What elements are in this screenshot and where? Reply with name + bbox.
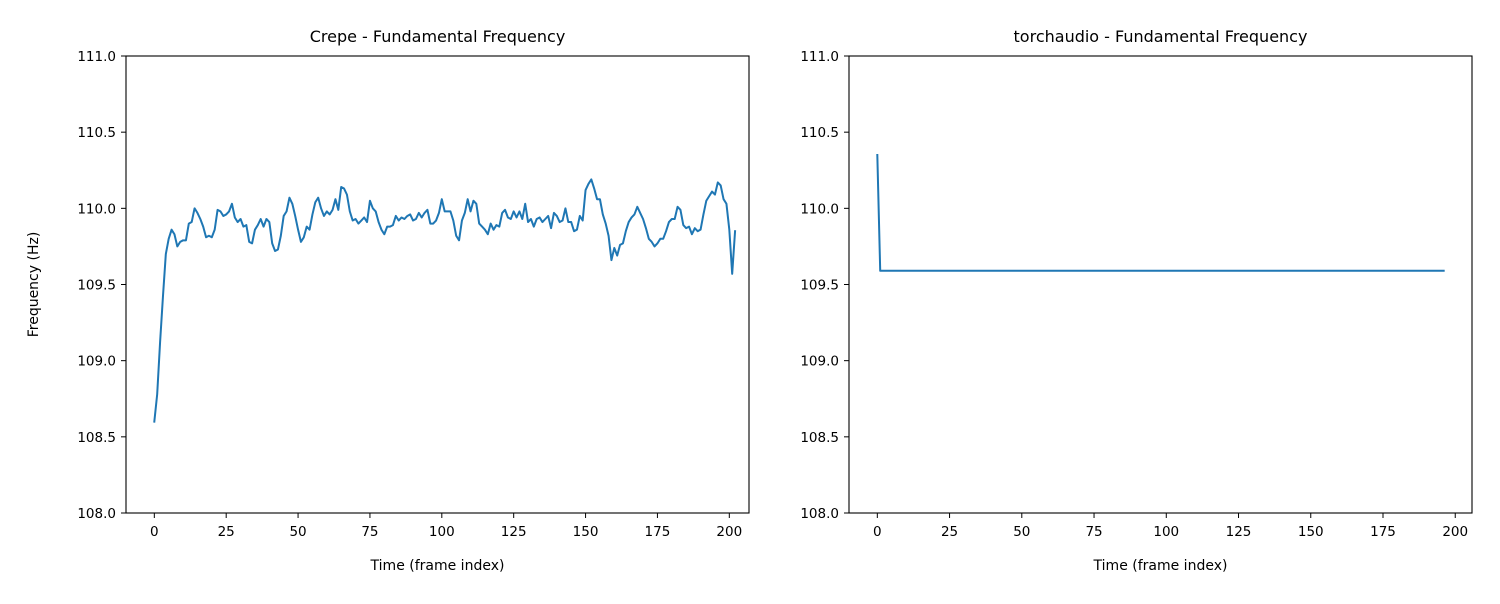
crepe-plot-frame xyxy=(125,55,750,514)
crepe-y-tick-label: 111.0 xyxy=(77,49,116,65)
crepe-chart-title: Crepe - Fundamental Frequency xyxy=(310,27,566,46)
crepe-x-tick-label: 0 xyxy=(150,524,159,540)
torchaudio-plot-frame xyxy=(848,55,1473,514)
torchaudio-chart-title: torchaudio - Fundamental Frequency xyxy=(1014,27,1308,46)
crepe-x-tick-label: 50 xyxy=(289,524,306,540)
torchaudio-y-tick-label: 109.5 xyxy=(800,278,839,294)
torchaudio-x-tick-label: 100 xyxy=(1153,524,1179,540)
torchaudio-y-tick-label: 109.0 xyxy=(800,354,839,370)
torchaudio-y-tick-label: 108.0 xyxy=(800,506,839,522)
torchaudio-x-tick-label: 75 xyxy=(1085,524,1102,540)
torchaudio-y-tick-label: 111.0 xyxy=(800,49,839,65)
crepe-x-axis-label: Time (frame index) xyxy=(370,558,505,574)
torchaudio-x-tick-label: 125 xyxy=(1226,524,1252,540)
torchaudio-x-tick-label: 200 xyxy=(1442,524,1468,540)
crepe-y-tick-label: 108.5 xyxy=(77,430,116,446)
torchaudio-x-tick-label: 175 xyxy=(1370,524,1396,540)
torchaudio-panel: 0 25 50 75 100 125 150 175 200 108.0 108.5 109.0 109… xyxy=(800,27,1473,574)
crepe-series-line xyxy=(153,178,737,423)
crepe-y-tick-label: 108.0 xyxy=(77,506,116,522)
crepe-x-tick-label: 175 xyxy=(645,524,671,540)
torchaudio-x-tick-label: 50 xyxy=(1013,524,1030,540)
torchaudio-x-tick-label: 25 xyxy=(941,524,958,540)
crepe-x-tick-label: 75 xyxy=(361,524,378,540)
crepe-y-tick-label: 109.0 xyxy=(77,354,116,370)
crepe-x-tick-label: 200 xyxy=(716,524,742,540)
torchaudio-series-line xyxy=(876,153,1445,272)
crepe-y-tick-label: 109.5 xyxy=(77,278,116,294)
torchaudio-y-tick-label: 108.5 xyxy=(800,430,839,446)
crepe-x-tick-label: 125 xyxy=(501,524,527,540)
crepe-panel: 0 25 50 75 100 125 150 175 200 108.0 108.5 109.0 109… xyxy=(26,27,750,574)
crepe-x-tick-label: 100 xyxy=(429,524,455,540)
crepe-x-tick-label: 25 xyxy=(218,524,235,540)
torchaudio-x-axis-label: Time (frame index) xyxy=(1093,558,1228,574)
crepe-y-tick-label: 110.5 xyxy=(77,125,116,141)
crepe-x-tick-label: 150 xyxy=(573,524,599,540)
crepe-y-axis-label: Frequency (Hz) xyxy=(26,232,42,338)
torchaudio-x-tick-label: 150 xyxy=(1298,524,1324,540)
torchaudio-y-tick-label: 110.0 xyxy=(800,201,839,217)
crepe-y-tick-label: 110.0 xyxy=(77,201,116,217)
torchaudio-y-tick-label: 110.5 xyxy=(800,125,839,141)
torchaudio-x-tick-label: 0 xyxy=(873,524,882,540)
